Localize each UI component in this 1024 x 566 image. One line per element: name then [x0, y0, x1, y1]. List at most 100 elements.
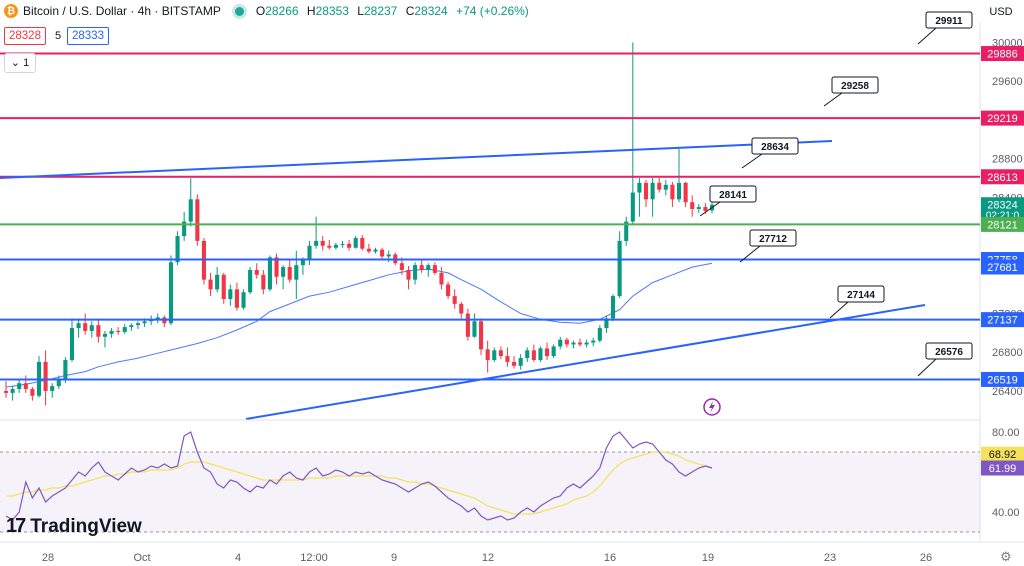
candle-body [261, 274, 266, 290]
rsi-tick-label: 80.00 [992, 427, 1020, 439]
candle-body [650, 182, 655, 200]
candle-body [347, 243, 352, 248]
candle-body [353, 238, 358, 248]
candle-body [307, 245, 312, 261]
time-tick-label: 12:00 [300, 552, 328, 564]
candle-body [380, 249, 385, 257]
candle-body [432, 265, 437, 273]
spread-value: 5 [55, 30, 62, 42]
change-value: +74 (+0.26%) [456, 4, 529, 18]
candle-body [479, 321, 484, 350]
candle-body [584, 342, 589, 345]
candle-body [175, 236, 180, 263]
tradingview-logo-icon: 17 [6, 515, 26, 537]
candle-body [182, 221, 187, 237]
rsi-ma-value-label: 68.92 [989, 449, 1017, 461]
candle-body [663, 184, 668, 190]
price-tag-28613 [981, 169, 1024, 185]
chart-header: ₿ Bitcoin / U.S. Dollar · 4h · BITSTAMP … [0, 0, 534, 22]
tradingview-logo[interactable]: 17 TradingView [6, 515, 142, 538]
candle-body [195, 199, 200, 241]
candle-body [676, 182, 682, 200]
candle-body [439, 272, 444, 285]
candle-body [545, 348, 550, 357]
candle-body [142, 321, 147, 324]
candle-body [208, 279, 213, 290]
candle-body [558, 339, 563, 347]
trendline-upper-channel [0, 140, 833, 179]
indicators-collapse-button[interactable]: ⌄ 1 [4, 53, 36, 73]
candle-body [327, 245, 332, 248]
trendline-lower-channel [245, 304, 926, 420]
buy-price-button[interactable]: 28333 [67, 27, 109, 45]
candle-body [591, 340, 596, 343]
callout-label: 29258 [841, 81, 869, 92]
candle-body [703, 207, 708, 211]
candle-body [221, 274, 226, 300]
candle-body [17, 383, 22, 390]
candle-body [294, 265, 299, 280]
candle-body [360, 238, 365, 249]
candle-body [492, 350, 497, 360]
candle-body [102, 333, 108, 337]
symbol-title[interactable]: Bitcoin / U.S. Dollar · 4h · BITSTAMP [23, 4, 221, 18]
callout-pointer [829, 301, 849, 319]
candle-body [155, 317, 160, 320]
candle-body [485, 349, 490, 360]
candle-body [254, 269, 259, 275]
candle-body [274, 257, 279, 277]
gear-icon[interactable]: ⚙ [1000, 549, 1012, 564]
candle-body [459, 303, 464, 314]
callout-pointer [917, 27, 937, 45]
open-value: 28266 [265, 4, 299, 18]
candle-body [551, 346, 556, 357]
candle-body [241, 292, 246, 308]
rsi-value-label: 61.99 [989, 463, 1017, 475]
sell-price-button[interactable]: 28328 [4, 27, 46, 45]
candle-body [577, 342, 583, 345]
candle-body [83, 323, 88, 331]
currency-label[interactable]: USD [989, 6, 1013, 18]
candle-body [228, 289, 233, 300]
rsi-band [0, 452, 980, 532]
candle-body [109, 330, 114, 334]
candle-body [604, 318, 609, 329]
callout-box [837, 285, 885, 303]
candle-body [116, 330, 121, 332]
price-tag-29219 [981, 110, 1024, 126]
candle-body [281, 267, 286, 277]
rsi-tick-label: 40.00 [992, 507, 1020, 519]
candle-body [690, 202, 695, 209]
price-tag-label: 29219 [987, 113, 1018, 125]
candle-body [135, 323, 141, 326]
price-tick-label: 26800 [992, 347, 1023, 359]
rsi-ma-value-tag [981, 446, 1024, 462]
price-tag-label: 28121 [987, 219, 1018, 231]
price-tag-label: 29886 [987, 49, 1018, 61]
candle-body [657, 182, 662, 190]
candle-body [498, 350, 503, 357]
callout-box [751, 137, 799, 155]
candle-body [683, 182, 688, 203]
callout-pointer [917, 358, 937, 377]
candle-body [426, 265, 431, 270]
candle-body [267, 257, 272, 290]
callout-pointer [739, 245, 761, 263]
callout-label: 28141 [719, 190, 747, 201]
callout-label: 28634 [761, 142, 789, 153]
candle-body [168, 262, 173, 324]
close-value: 28324 [414, 4, 448, 18]
candle-body [314, 240, 319, 246]
candle-body [696, 207, 701, 209]
candle-body [248, 269, 253, 293]
time-tick-label: 16 [604, 552, 616, 564]
candle-body [89, 325, 94, 331]
candle-body [413, 265, 418, 280]
candle-body [340, 243, 345, 245]
candle-body [122, 327, 127, 332]
price-tag-29886 [981, 46, 1024, 62]
time-tick-label: Oct [133, 552, 150, 564]
candle-body [373, 249, 378, 252]
candle-body [531, 350, 536, 360]
